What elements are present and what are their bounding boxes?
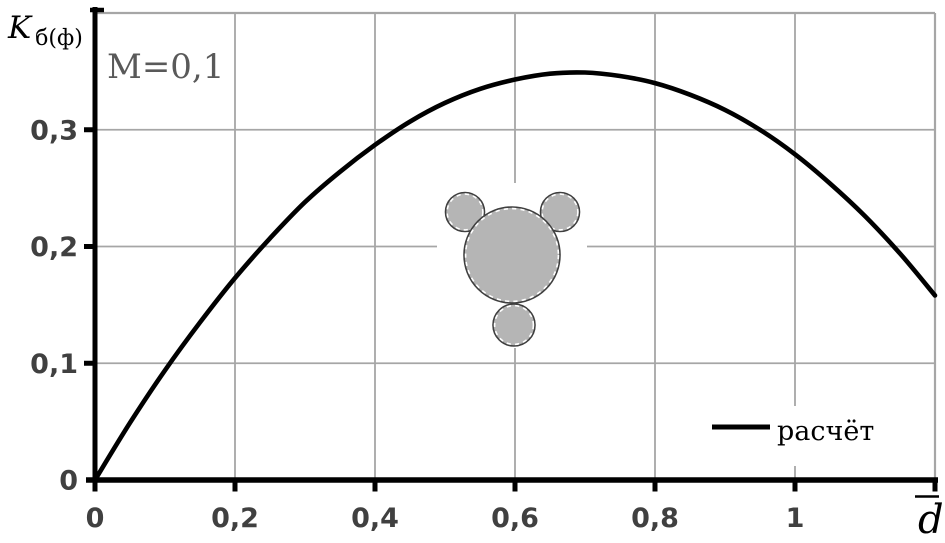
y-tick-label: 0,3 xyxy=(30,115,78,146)
small-circle-top-right-dashed-ring xyxy=(541,193,579,231)
y-tick-label: 0,2 xyxy=(30,232,78,263)
tick-labels: 0 0,2 0,4 0,6 0,8 1 0 0,1 0,2 0,3 xyxy=(30,115,804,534)
x-tick-label: 1 xyxy=(786,503,805,534)
small-circle-bottom-dashed-ring xyxy=(493,304,535,346)
annotation-mach-number: М=0,1 xyxy=(107,47,224,87)
x-axis-title: d xyxy=(918,497,944,543)
circle-cluster-inset xyxy=(437,183,587,348)
legend: расчёт xyxy=(704,406,890,466)
small-circle-top-right xyxy=(539,191,581,233)
x-tick-label: 0,4 xyxy=(351,503,399,534)
large-circle xyxy=(463,206,561,304)
axes xyxy=(84,7,938,492)
x-tick-label: 0 xyxy=(86,503,105,534)
small-circle-top-left xyxy=(444,191,486,233)
large-circle-dashed-ring xyxy=(464,207,560,303)
legend-label: расчёт xyxy=(777,416,874,447)
legend-background xyxy=(704,406,890,466)
y-axis-title-subscript: б(ф) xyxy=(35,26,83,51)
x-tick-label: 0,8 xyxy=(631,503,679,534)
x-tick-label: 0,2 xyxy=(211,503,259,534)
y-tick-label: 0 xyxy=(59,466,78,497)
small-circle-bottom xyxy=(492,303,536,347)
data-curve xyxy=(92,70,938,483)
series-curve xyxy=(92,70,938,483)
y-axis-title: K б(ф) xyxy=(7,10,83,51)
y-axis-title-main: K xyxy=(7,10,33,46)
small-circle-top-left-dashed-ring xyxy=(446,193,484,231)
x-tick-label: 0,6 xyxy=(491,503,539,534)
y-tick-label: 0,1 xyxy=(30,349,78,380)
